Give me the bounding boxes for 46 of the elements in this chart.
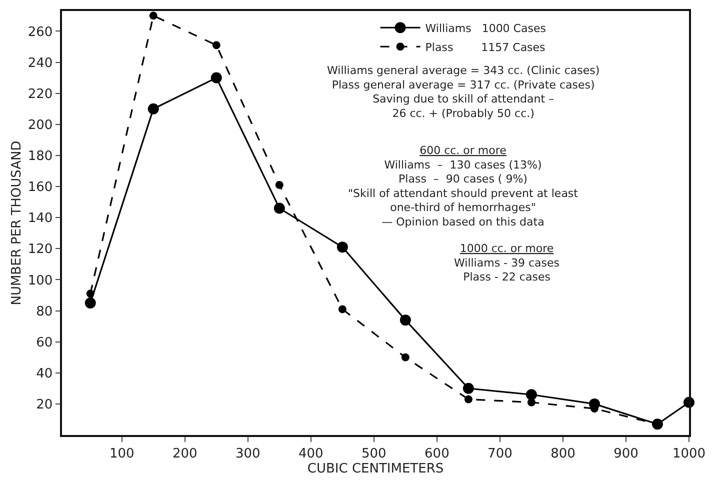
point bbox=[338, 305, 346, 314]
y-axis-title: NUMBER PER THOUSAND bbox=[9, 140, 24, 306]
point bbox=[400, 314, 411, 326]
x-tick-label: 600 bbox=[424, 446, 450, 462]
x-axis-title: CUBIC CENTIMETERS bbox=[307, 461, 444, 476]
y-tick-label: 120 bbox=[28, 242, 53, 258]
x-tick-label: 400 bbox=[298, 446, 324, 462]
y-tick-label: 60 bbox=[36, 335, 53, 350]
point bbox=[149, 12, 158, 20]
point bbox=[401, 353, 410, 362]
point bbox=[464, 395, 472, 404]
x-tick-label: 700 bbox=[488, 446, 512, 462]
x-tick-label: 900 bbox=[614, 446, 638, 462]
x-tick-label: 1000 bbox=[672, 446, 706, 462]
y-tick-label: 180 bbox=[28, 148, 53, 164]
legend-label: Plass 1157 Cases bbox=[425, 40, 546, 54]
x-tick-label: 200 bbox=[172, 446, 198, 462]
point bbox=[462, 382, 474, 394]
point bbox=[526, 389, 537, 400]
annotation: 1000 cc. or more Williams - 39 cases Plass - 22 cases bbox=[454, 242, 560, 284]
x-tick-label: 300 bbox=[235, 446, 260, 462]
y-tick-label: 260 bbox=[28, 24, 53, 40]
point bbox=[274, 202, 285, 214]
y-tick-label: 140 bbox=[28, 211, 53, 226]
annotation: 600 cc. or more Williams – 130 cases (13%) Plass – 90 cases ( 9%) "Skill of attendant should prevent at least one-third of hemorrhages" — Opinion based on this data bbox=[348, 144, 579, 228]
point bbox=[212, 41, 220, 50]
legend-label: Williams 1000 Cases bbox=[425, 22, 546, 35]
y-tick-label: 40 bbox=[36, 366, 53, 382]
y-tick-label: 240 bbox=[28, 56, 53, 71]
point bbox=[275, 180, 284, 189]
point bbox=[210, 72, 222, 84]
x-tick-label: 100 bbox=[109, 446, 134, 462]
annotation: Williams general average = 343 cc. (Clinic cases) Plass general average = 317 cc. (Private cases) Saving due to skill of attendant – 26 cc. + (Probably 50 cc.) bbox=[327, 64, 600, 120]
point bbox=[86, 290, 94, 298]
x-tick-label: 500 bbox=[362, 446, 386, 462]
point bbox=[527, 398, 536, 406]
y-tick-label: 80 bbox=[36, 304, 53, 320]
point bbox=[148, 103, 159, 114]
y-tick-label: 160 bbox=[28, 180, 53, 196]
y-tick-label: 200 bbox=[28, 118, 53, 133]
y-tick-label: 220 bbox=[28, 86, 53, 102]
point bbox=[336, 242, 348, 253]
y-tick-label: 20 bbox=[36, 397, 53, 412]
y-tick-label: 100 bbox=[28, 273, 53, 288]
point bbox=[84, 297, 96, 308]
x-tick-label: 800 bbox=[550, 446, 576, 462]
